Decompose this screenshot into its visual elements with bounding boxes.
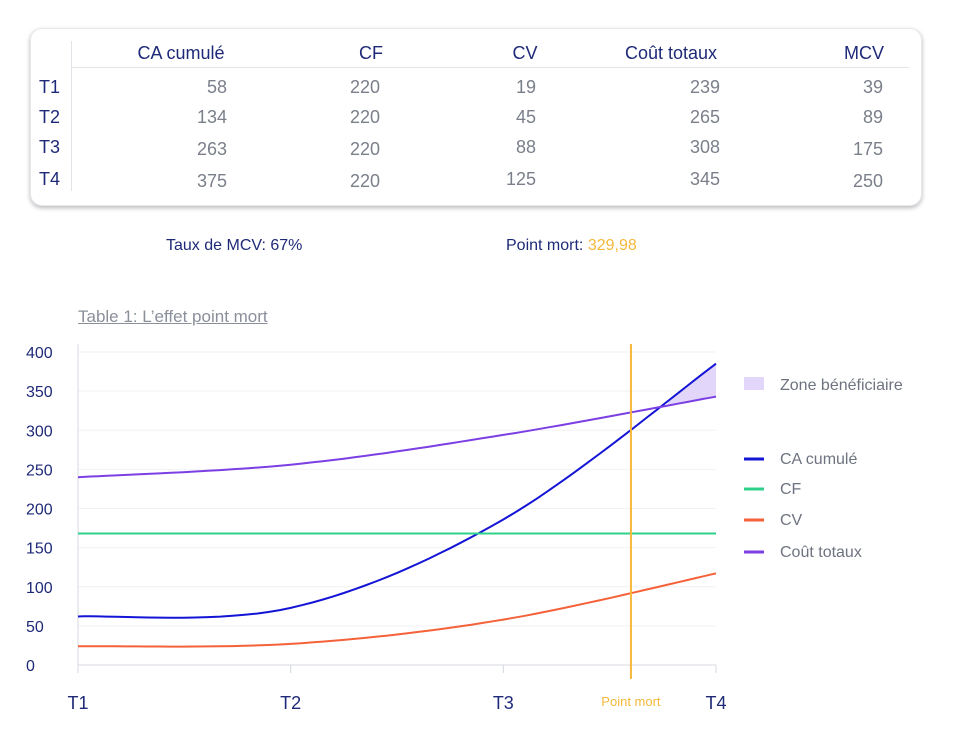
table-cell: 220 xyxy=(349,139,380,159)
table-cell: 239 xyxy=(689,77,720,97)
table-cell: 88 xyxy=(515,137,536,157)
point-mort-axis-label: Point mort xyxy=(601,694,661,709)
legend-zone-label: Zone bénéficiaire xyxy=(780,377,903,394)
point-mort-value: 329,98 xyxy=(587,237,637,254)
col-header-ca: CA cumulé xyxy=(137,43,225,63)
table-cell: 375 xyxy=(196,171,227,191)
legend-zone-swatch xyxy=(744,377,764,390)
row-label-t1: T1 xyxy=(39,77,61,97)
x-tick-label: T2 xyxy=(280,693,301,713)
col-header-mcv: MCV xyxy=(844,43,884,63)
series-line-0 xyxy=(77,362,717,619)
y-tick-label: 150 xyxy=(26,541,53,558)
table-cell: 220 xyxy=(349,77,380,97)
row-label-t4: T4 xyxy=(39,169,61,189)
profit-zone xyxy=(667,363,716,406)
y-tick-label: 350 xyxy=(26,384,53,401)
table-cell: 45 xyxy=(515,107,536,127)
x-tick-label: T3 xyxy=(493,693,514,713)
table-row-divider xyxy=(71,41,72,191)
col-header-couts: Coût totaux xyxy=(624,43,718,63)
table-cell: 345 xyxy=(689,169,720,189)
series-line-2 xyxy=(78,572,717,648)
table-cell: 220 xyxy=(349,107,380,127)
y-tick-label: 50 xyxy=(26,619,44,636)
y-tick-label: 200 xyxy=(26,502,53,519)
mcv-rate: Taux de MCV: 67% xyxy=(166,237,303,254)
table-cell: 175 xyxy=(852,139,883,159)
row-label-t2: T2 xyxy=(39,107,61,127)
point-mort-label: Point mort: xyxy=(506,237,584,254)
table-cell: 134 xyxy=(196,107,227,127)
legend-label-2: CV xyxy=(780,512,803,529)
col-header-cv: CV xyxy=(512,43,538,63)
point-mort-metric: Point mort: 329,98 xyxy=(506,237,637,255)
table-cell: 263 xyxy=(196,139,227,159)
table-cell: 39 xyxy=(862,77,883,97)
legend-label-1: CF xyxy=(780,481,802,498)
table-header-divider xyxy=(71,67,909,68)
col-header-cf: CF xyxy=(359,43,383,63)
x-tick-label: T4 xyxy=(705,693,726,713)
table-cell: 89 xyxy=(862,107,883,127)
data-table: CA cumulé CF CV Coût totaux MCV T1 58 22… xyxy=(30,28,922,206)
table-cell: 250 xyxy=(852,171,883,191)
y-tick-label: 250 xyxy=(26,462,53,479)
table-cell: 58 xyxy=(206,77,227,97)
table-cell: 125 xyxy=(505,169,536,189)
chart-caption: Table 1: L’effet point mort xyxy=(78,307,268,326)
table-cell: 19 xyxy=(515,77,536,97)
legend-label-3: Coût totaux xyxy=(780,544,862,561)
y-tick-label: 0 xyxy=(26,658,35,675)
y-tick-label: 300 xyxy=(26,423,53,440)
series-line-3 xyxy=(77,395,717,479)
row-label-t3: T3 xyxy=(39,137,61,157)
table-cell: 308 xyxy=(689,137,720,157)
y-tick-label: 100 xyxy=(26,580,53,597)
x-tick-label: T1 xyxy=(67,693,88,713)
legend-label-0: CA cumulé xyxy=(780,451,857,468)
y-tick-label: 400 xyxy=(26,345,53,362)
table-cell: 220 xyxy=(349,171,380,191)
table-cell: 265 xyxy=(689,107,720,127)
